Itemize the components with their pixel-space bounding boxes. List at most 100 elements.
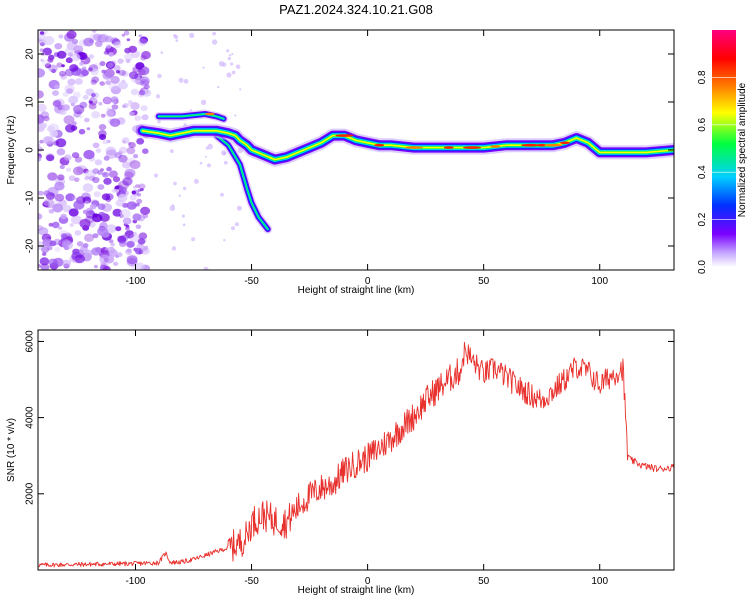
- y-tick-label: -20: [25, 238, 36, 253]
- faint-blob: [234, 222, 239, 227]
- faint-blob: [231, 52, 234, 56]
- noise-blob: [110, 242, 115, 247]
- snr-series-line: [38, 341, 674, 568]
- noise-blob: [62, 259, 71, 268]
- noise-blob: [122, 217, 132, 225]
- noise-blob: [63, 115, 75, 125]
- noise-blob: [39, 48, 44, 52]
- noise-blob: [100, 168, 104, 172]
- faint-blob: [193, 178, 199, 184]
- noise-blob: [103, 266, 111, 270]
- noise-blob: [108, 239, 114, 244]
- heatmap-x-label: Height of straight line (km): [298, 285, 415, 296]
- noise-blob: [64, 47, 75, 56]
- noise-blob: [142, 148, 149, 154]
- noise-blob: [97, 203, 106, 210]
- snr-y-label: SNR (10 * v/v): [6, 418, 17, 482]
- noise-blob: [56, 50, 67, 59]
- noise-blob: [116, 252, 123, 258]
- noise-blob: [99, 81, 105, 86]
- noise-blob: [141, 51, 151, 60]
- noise-blob: [54, 181, 65, 191]
- x-tick-label: -50: [244, 276, 259, 287]
- noise-blob: [128, 45, 138, 53]
- faint-blob: [230, 62, 234, 66]
- noise-blob: [64, 162, 69, 166]
- noise-blob: [103, 155, 110, 161]
- hot-spot: [443, 146, 454, 149]
- noise-blob: [48, 222, 53, 227]
- noise-blob: [92, 142, 100, 149]
- colorbar-tick-label: 0.2: [697, 212, 708, 226]
- noise-blob: [39, 257, 50, 266]
- noise-blob: [72, 166, 84, 176]
- noise-blob: [42, 47, 52, 56]
- snr-panel: -100 -50 0 50 100 2000 4000 6000 Height of str…: [6, 329, 675, 596]
- noise-blob: [59, 109, 67, 116]
- noise-blob: [70, 125, 78, 131]
- snr-frame: [37, 329, 675, 571]
- hot-spot: [536, 143, 547, 147]
- y-tick-label: 0: [25, 147, 36, 153]
- noise-blob: [138, 34, 143, 38]
- noise-blob: [100, 113, 106, 118]
- hot-spot: [521, 143, 540, 147]
- noise-blob: [71, 53, 81, 62]
- noise-blob: [126, 146, 136, 155]
- y-tick-label: 20: [25, 48, 36, 60]
- heatmap-content: [38, 30, 674, 270]
- noise-blob: [111, 188, 117, 193]
- noise-blob: [114, 152, 122, 159]
- noise-blob: [106, 224, 117, 233]
- noise-blob: [118, 154, 128, 163]
- noise-blob: [89, 100, 93, 104]
- hot-spot: [405, 146, 423, 149]
- noise-blob: [56, 148, 66, 156]
- noise-blob: [98, 134, 107, 140]
- noise-blob: [101, 193, 111, 201]
- noise-blob: [38, 103, 47, 112]
- noise-blob: [130, 88, 139, 96]
- noise-blob: [113, 65, 121, 72]
- snr-x-label: Height of straight line (km): [298, 585, 415, 596]
- noise-blob: [101, 171, 110, 178]
- noise-blob: [82, 209, 88, 214]
- noise-blob: [109, 118, 121, 127]
- noise-blob: [68, 175, 76, 182]
- noise-blob: [59, 70, 66, 77]
- faint-blob: [189, 109, 192, 112]
- noise-blob: [92, 213, 99, 218]
- noise-blob: [112, 208, 123, 217]
- noise-blob: [124, 53, 134, 61]
- noise-blob: [121, 33, 126, 37]
- y-tick-label: 4000: [25, 406, 36, 429]
- noise-blob: [62, 204, 72, 213]
- noise-blob: [72, 91, 81, 99]
- noise-blob: [138, 90, 146, 96]
- noise-blob: [127, 157, 136, 165]
- noise-blob: [137, 238, 146, 245]
- faint-blob: [191, 237, 196, 242]
- noise-blob: [99, 61, 106, 67]
- faint-blob: [231, 70, 236, 75]
- noise-blob: [61, 64, 65, 68]
- noise-blob: [74, 177, 80, 182]
- faint-blob: [153, 173, 158, 178]
- noise-blob: [38, 156, 42, 162]
- x-tick-label: 0: [365, 276, 371, 287]
- faint-blob: [239, 88, 242, 91]
- faint-blob: [199, 161, 203, 165]
- noise-blob: [43, 115, 50, 122]
- noise-blob: [129, 160, 141, 170]
- noise-blob: [102, 139, 109, 145]
- faint-blob: [223, 160, 228, 165]
- noise-blob: [92, 33, 102, 41]
- faint-blob: [205, 146, 209, 150]
- noise-blob: [117, 235, 123, 240]
- faint-blob: [231, 226, 235, 231]
- noise-blob: [38, 213, 43, 220]
- noise-blob: [117, 194, 128, 202]
- noise-blob: [52, 100, 62, 108]
- x-tick-label: -100: [125, 276, 145, 287]
- noise-blob: [76, 241, 84, 247]
